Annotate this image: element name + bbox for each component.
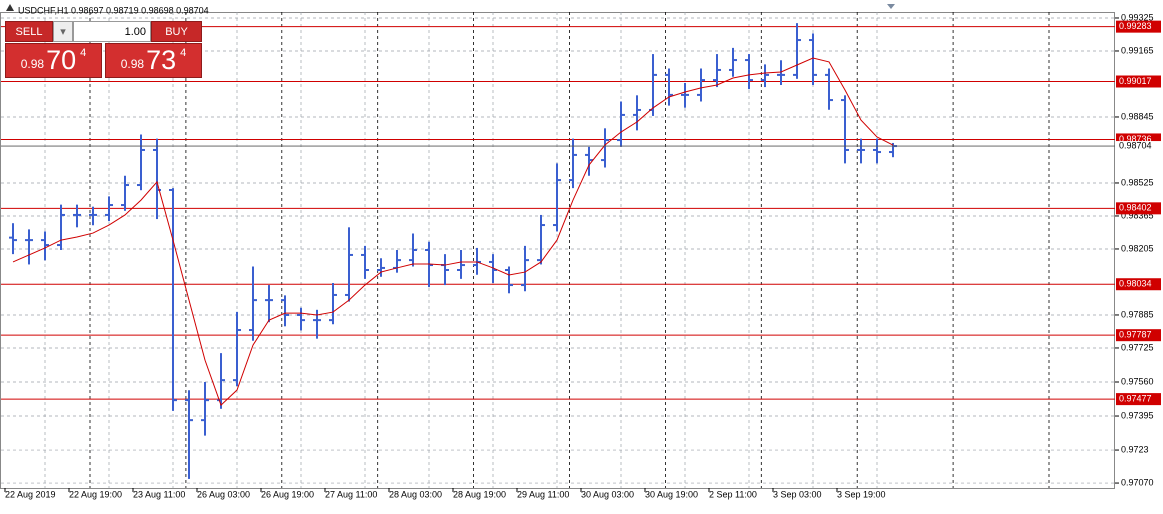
buy-button[interactable]: BUY — [151, 21, 202, 42]
bid-pips: 70 — [46, 45, 77, 75]
ask-frac: 4 — [180, 47, 187, 59]
bid-price[interactable]: 0.98 70 4 — [5, 43, 102, 78]
y-tick-label: 0.9723 — [1121, 444, 1149, 454]
y-tick-label: 0.97395 — [1121, 410, 1154, 420]
current-price-label: 0.98704 — [1119, 140, 1152, 150]
bid-frac: 4 — [80, 47, 87, 59]
y-tick-label: 0.98845 — [1121, 111, 1154, 121]
bid-big: 0.98 — [20, 57, 45, 71]
x-tick-label: 26 Aug 19:00 — [261, 489, 314, 499]
y-tick-label: 0.98525 — [1121, 177, 1154, 187]
shift-marker — [887, 4, 895, 9]
level-label-box — [1116, 393, 1161, 406]
y-tick-label: 0.97885 — [1121, 309, 1154, 319]
x-tick-label: 3 Sep 03:00 — [773, 489, 822, 499]
level-label-box — [1116, 75, 1161, 88]
trade-panel: SELL ▾ 1.00 BUY 0.98 70 4 0.98 73 4 — [5, 21, 202, 78]
x-tick-label: 3 Sep 19:00 — [837, 489, 886, 499]
x-tick-label: 30 Aug 19:00 — [645, 489, 698, 499]
level-label-box — [1116, 202, 1161, 215]
y-tick-label: 0.99165 — [1121, 45, 1154, 55]
level-label-box — [1116, 20, 1161, 33]
y-tick-label: 0.98365 — [1121, 210, 1154, 220]
level-label-box — [1116, 278, 1161, 291]
level-label: 0.98402 — [1119, 203, 1152, 213]
y-tick-label: 0.97560 — [1121, 376, 1154, 386]
plot-frame — [0, 12, 1115, 489]
sell-button[interactable]: SELL — [5, 21, 53, 42]
x-tick-label: 2 Sep 11:00 — [709, 489, 757, 499]
y-tick-label: 0.99325 — [1121, 12, 1154, 22]
level-label: 0.97787 — [1119, 330, 1152, 340]
level-label: 0.98034 — [1119, 279, 1152, 289]
x-tick-label: 29 Aug 11:00 — [517, 489, 569, 499]
moving-average — [12, 57, 894, 406]
x-tick-label: 28 Aug 03:00 — [389, 489, 442, 499]
symbol-icon — [6, 4, 14, 11]
level-label: 0.99017 — [1119, 76, 1152, 86]
level-label: 0.97477 — [1119, 393, 1152, 403]
level-label-box — [1116, 329, 1161, 342]
y-tick-label: 0.97070 — [1121, 477, 1154, 487]
x-tick-label: 28 Aug 19:00 — [453, 489, 506, 499]
x-tick-label: 22 Aug 2019 — [5, 489, 56, 499]
level-label: 0.98736 — [1119, 134, 1152, 144]
x-tick-label: 22 Aug 19:00 — [69, 489, 122, 499]
ask-big: 0.98 — [120, 57, 145, 71]
y-tick-label: 0.97725 — [1121, 342, 1154, 352]
symbol-info: USDCHF,H1 0.98697 0.98719 0.98698 0.9870… — [18, 5, 209, 15]
x-tick-label: 30 Aug 03:00 — [581, 489, 634, 499]
x-tick-label: 27 Aug 11:00 — [325, 489, 377, 499]
x-tick-label: 26 Aug 03:00 — [197, 489, 250, 499]
ask-pips: 73 — [146, 45, 177, 75]
level-label: 0.99283 — [1119, 21, 1152, 31]
lot-down[interactable]: ▾ — [53, 21, 73, 42]
y-tick-label: 0.98205 — [1121, 243, 1154, 253]
ask-price[interactable]: 0.98 73 4 — [105, 43, 202, 78]
current-price-box — [1116, 141, 1161, 152]
x-tick-label: 23 Aug 11:00 — [133, 489, 185, 499]
lot-input[interactable]: 1.00 — [73, 21, 151, 42]
